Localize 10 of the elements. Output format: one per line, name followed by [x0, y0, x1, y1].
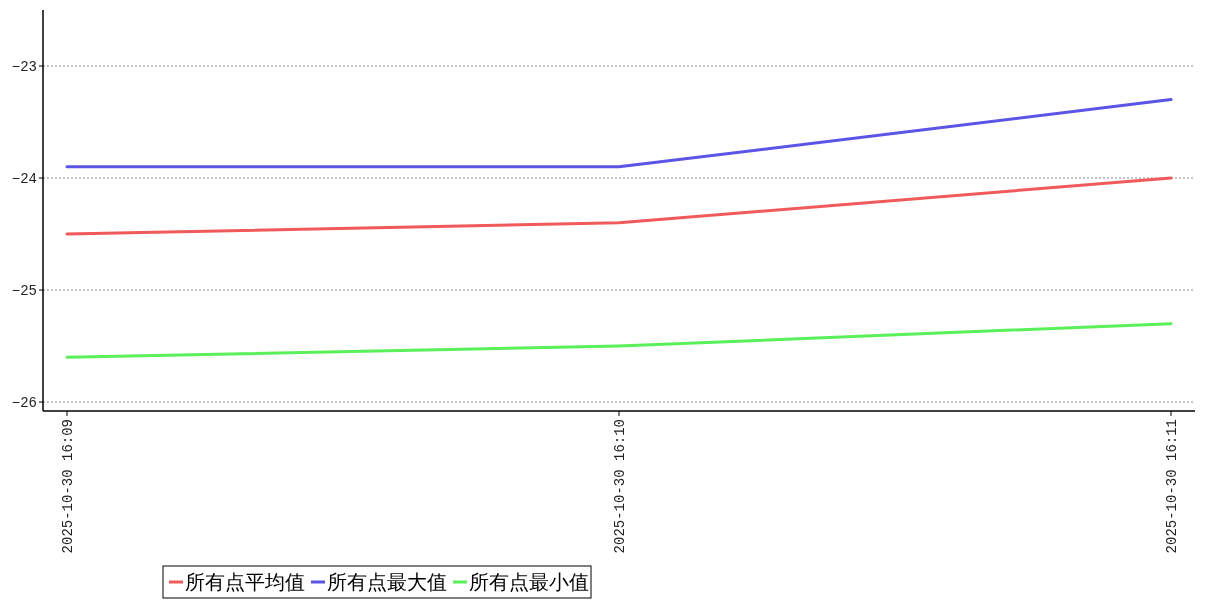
legend-label: 所有点最小值	[469, 570, 589, 594]
legend-label: 所有点平均值	[185, 570, 305, 594]
legend-label: 所有点最大值	[327, 570, 447, 594]
x-tick-label: 2025-10-30 16:10	[612, 419, 628, 554]
y-tick-label: −23	[11, 59, 37, 76]
y-tick-label: −25	[11, 283, 37, 300]
x-tick-label: 2025-10-30 16:11	[1164, 419, 1180, 554]
x-tick-label: 2025-10-30 16:09	[60, 419, 76, 554]
y-tick-label: −24	[11, 171, 37, 188]
y-tick-label: −26	[11, 395, 37, 412]
